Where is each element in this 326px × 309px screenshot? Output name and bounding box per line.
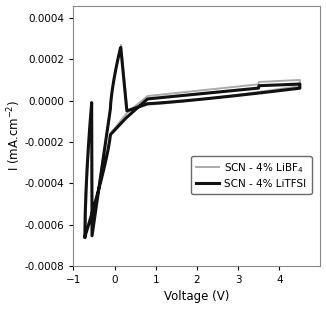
SCN - 4% LiBF$_4$ — [119, 43, 123, 47]
SCN - 4% LiBF$_4$ — [84, 231, 88, 235]
SCN - 4% LiTFSI — [228, 94, 232, 98]
X-axis label: Voltage (V): Voltage (V) — [164, 290, 230, 303]
SCN - 4% LiTFSI — [270, 90, 274, 93]
Line: SCN - 4% LiBF$_4$: SCN - 4% LiBF$_4$ — [86, 45, 300, 233]
Y-axis label: I (mA.cm$^{-2}$): I (mA.cm$^{-2}$) — [6, 100, 23, 171]
SCN - 4% LiTFSI — [140, 104, 144, 107]
SCN - 4% LiBF$_4$ — [229, 94, 232, 98]
SCN - 4% LiTFSI — [287, 83, 291, 86]
Legend: SCN - 4% LiBF$_4$, SCN - 4% LiTFSI: SCN - 4% LiBF$_4$, SCN - 4% LiTFSI — [191, 155, 312, 194]
SCN - 4% LiTFSI — [119, 46, 123, 49]
SCN - 4% LiTFSI — [83, 235, 87, 239]
SCN - 4% LiTFSI — [278, 83, 282, 87]
SCN - 4% LiTFSI — [83, 235, 87, 239]
Line: SCN - 4% LiTFSI: SCN - 4% LiTFSI — [85, 48, 300, 237]
SCN - 4% LiBF$_4$ — [156, 102, 160, 106]
SCN - 4% LiBF$_4$ — [270, 88, 274, 92]
SCN - 4% LiBF$_4$ — [287, 78, 291, 82]
SCN - 4% LiBF$_4$ — [278, 79, 282, 83]
SCN - 4% LiBF$_4$ — [141, 104, 145, 108]
SCN - 4% LiBF$_4$ — [84, 231, 88, 235]
SCN - 4% LiTFSI — [156, 101, 160, 105]
